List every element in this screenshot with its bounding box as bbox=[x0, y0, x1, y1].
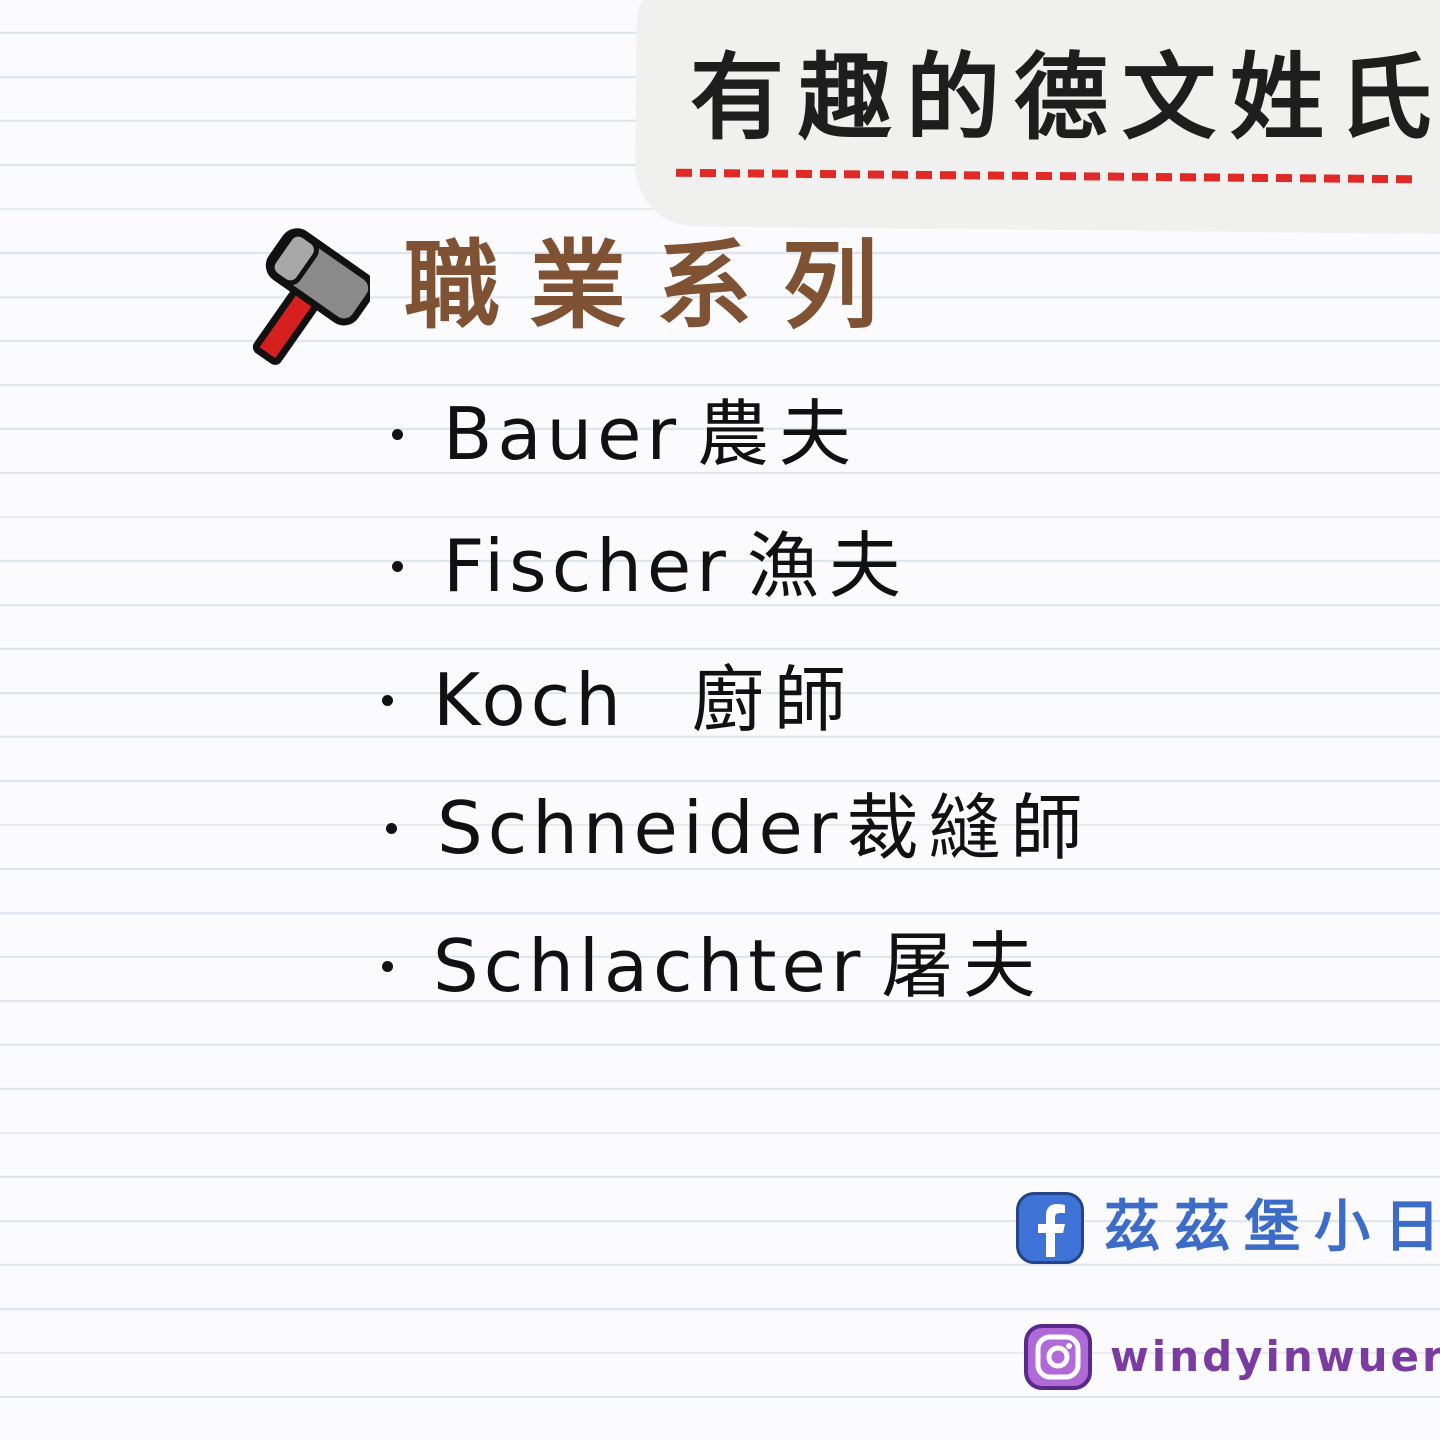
facebook-credit[interactable]: 茲茲堡小日子 bbox=[1016, 1192, 1440, 1264]
occupation-translation: 漁夫 bbox=[746, 524, 911, 608]
instagram-icon bbox=[1024, 1324, 1092, 1390]
german-surname: Bauer bbox=[443, 392, 682, 476]
bullet bbox=[382, 960, 393, 972]
german-surname: Fischer bbox=[443, 524, 731, 608]
occupation-translation: 農夫 bbox=[697, 392, 862, 476]
bullet bbox=[382, 694, 393, 706]
list-item: Schneider 裁縫師 bbox=[386, 792, 1092, 864]
hammer-icon bbox=[240, 224, 376, 374]
list-item: Bauer 農夫 bbox=[392, 398, 861, 470]
german-surname: Koch bbox=[433, 658, 626, 742]
occupation-translation: 裁縫師 bbox=[846, 786, 1093, 870]
list-item: Fischer 漁夫 bbox=[392, 530, 911, 602]
german-surname: Schneider bbox=[437, 786, 843, 870]
bullet bbox=[392, 560, 403, 572]
section-title: 職業系列 bbox=[404, 230, 908, 342]
facebook-page-name: 茲茲堡小日子 bbox=[1104, 1195, 1440, 1260]
page-title: 有趣的德文姓氏 bbox=[690, 44, 1440, 153]
german-surname: Schlachter bbox=[433, 924, 866, 1008]
occupation-translation: 屠夫 bbox=[881, 924, 1046, 1008]
bullet bbox=[386, 822, 397, 834]
instagram-handle: windyinwuerzburg bbox=[1110, 1332, 1440, 1381]
bullet bbox=[392, 428, 403, 440]
list-item: Koch 廚師 bbox=[382, 664, 856, 736]
occupation-translation: 廚師 bbox=[691, 658, 856, 742]
facebook-icon bbox=[1016, 1192, 1084, 1264]
instagram-credit[interactable]: windyinwuerzburg bbox=[1024, 1324, 1440, 1390]
list-item: Schlachter 屠夫 bbox=[382, 930, 1045, 1002]
